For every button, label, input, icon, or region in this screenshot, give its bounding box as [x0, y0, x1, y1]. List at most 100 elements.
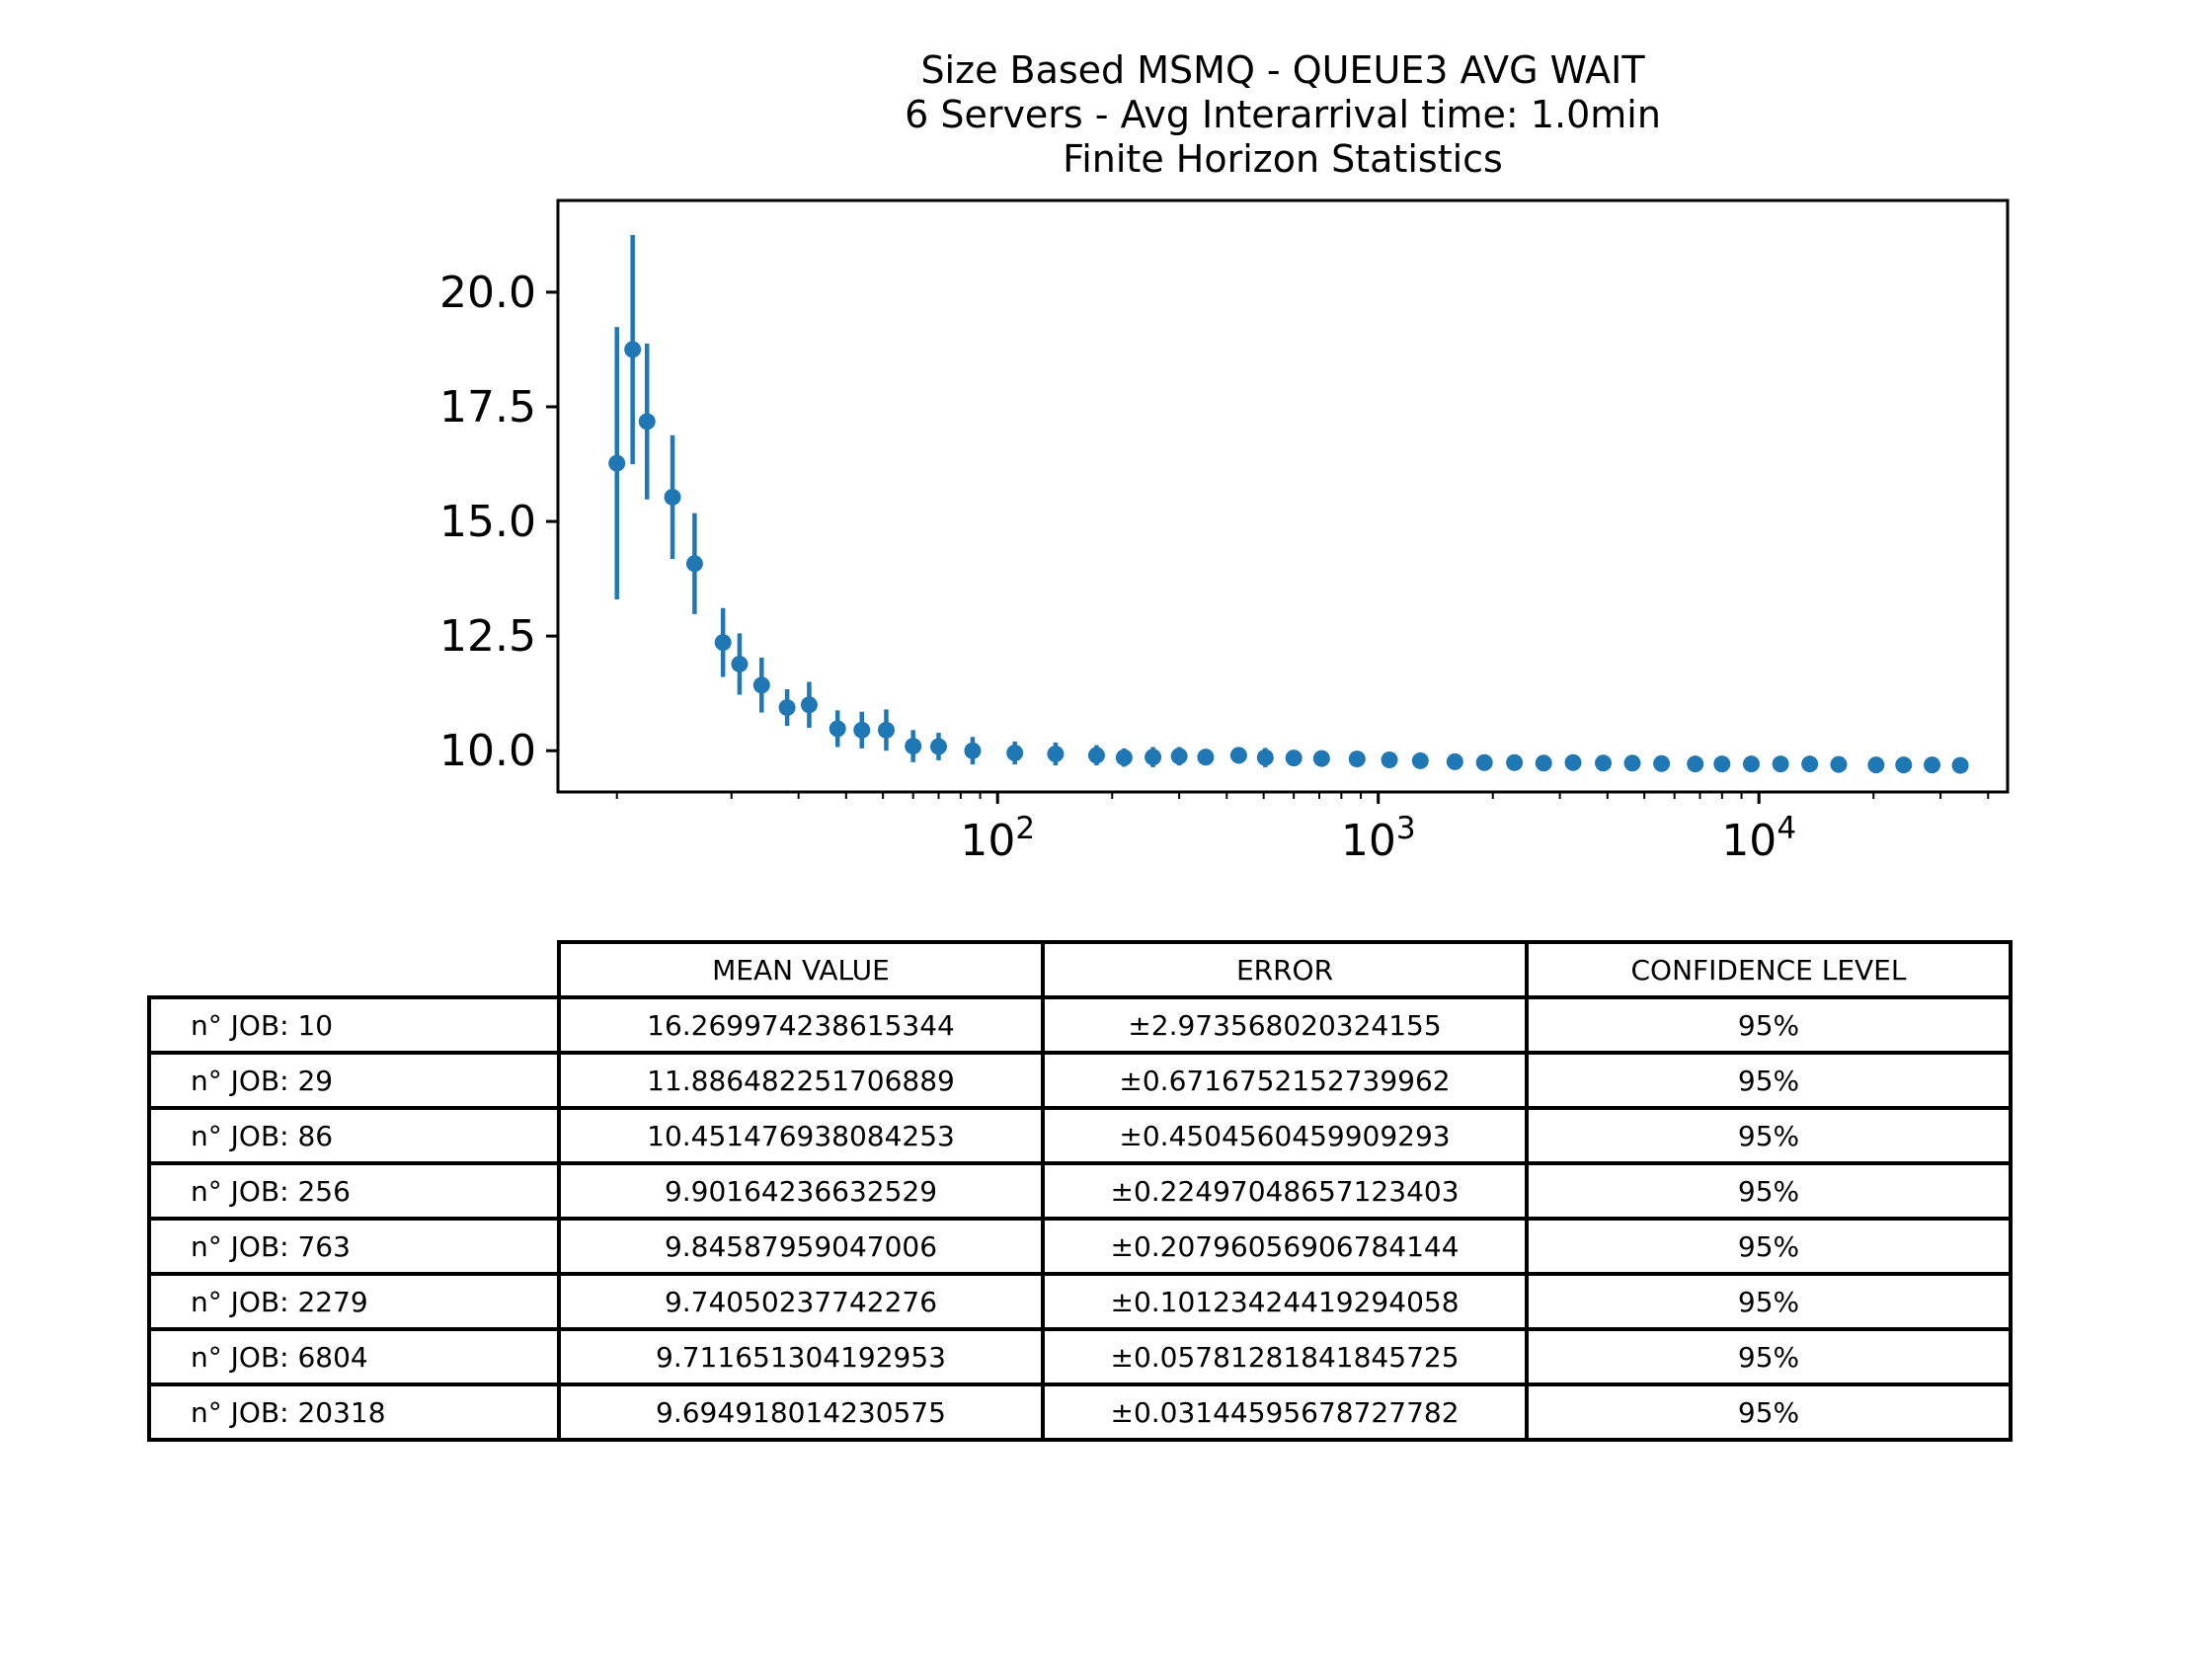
table-row: n° JOB: 10 16.269974238615344 ±2.973568020… — [147, 995, 2013, 1055]
error-cell: ±0.22497048657123403 — [1041, 1161, 1529, 1221]
data-point — [778, 699, 796, 717]
data-point — [1047, 745, 1065, 762]
data-point — [1170, 748, 1188, 765]
row-label-cell: n° JOB: 10 — [147, 995, 561, 1055]
data-point — [1687, 755, 1704, 773]
table-row: n° JOB: 256 9.90164236632529 ±0.2249704865… — [147, 1161, 2013, 1221]
data-point — [964, 742, 982, 759]
error-cell: ±2.973568020324155 — [1041, 995, 1529, 1055]
y-axis: 10.0 12.5 15.0 17.5 20.0 — [439, 268, 558, 776]
confidence-level-cell: 95% — [1525, 1106, 2013, 1165]
data-point — [1115, 749, 1133, 766]
row-label-cell: n° JOB: 20318 — [147, 1382, 561, 1442]
data-point — [1446, 752, 1463, 770]
mean-value-cell: 9.711651304192953 — [557, 1327, 1045, 1386]
data-point — [853, 721, 871, 739]
row-label-cell: n° JOB: 86 — [147, 1106, 561, 1165]
error-cell: ±0.05781281841845725 — [1041, 1327, 1529, 1386]
data-point — [1285, 750, 1303, 767]
confidence-level-cell: 95% — [1525, 1272, 2013, 1331]
x-tick-label-exponent: 4 — [1777, 811, 1796, 846]
y-tick-label: 20.0 — [439, 268, 536, 318]
y-tick-label: 10.0 — [439, 726, 536, 776]
error-cell: ±0.10123424419294058 — [1041, 1272, 1529, 1331]
data-point — [1867, 756, 1885, 774]
data-point — [1475, 753, 1493, 771]
error-cell: ±0.4504560459909293 — [1041, 1106, 1529, 1165]
error-cell: ±0.03144595678727782 — [1041, 1382, 1529, 1442]
data-point — [1564, 753, 1582, 771]
mean-value-cell: 16.269974238615344 — [557, 995, 1045, 1055]
table-row: n° JOB: 6804 9.711651304192953 ±0.05781281… — [147, 1327, 2013, 1386]
confidence-level-cell: 95% — [1525, 1327, 2013, 1386]
mean-value-cell: 9.694918014230575 — [557, 1382, 1045, 1442]
data-point — [1145, 749, 1162, 766]
data-point — [624, 341, 642, 358]
mean-value-cell: 11.886482251706889 — [557, 1051, 1045, 1110]
mean-value-cell: 9.74050237742276 — [557, 1272, 1045, 1331]
data-point — [829, 720, 846, 738]
data-point — [608, 454, 626, 472]
data-point — [800, 696, 818, 714]
data-point — [1087, 747, 1105, 764]
x-tick-label-base: 10 — [1721, 816, 1777, 866]
chart-title-line-3: Finite Horizon Statistics — [1063, 137, 1503, 181]
table-row: n° JOB: 29 11.886482251706889 ±0.671675215… — [147, 1051, 2013, 1110]
mean-value-cell: 10.451476938084253 — [557, 1106, 1045, 1165]
confidence-level-cell: 95% — [1525, 995, 2013, 1055]
mean-value-cell: 9.84587959047006 — [557, 1217, 1045, 1276]
data-point — [1312, 750, 1330, 767]
data-point — [1830, 755, 1848, 773]
y-tick-label: 12.5 — [439, 611, 536, 662]
confidence-level-cell: 95% — [1525, 1161, 2013, 1221]
data-point — [1653, 754, 1671, 772]
x-tick-label: 103 — [1341, 811, 1416, 866]
data-point — [1006, 745, 1024, 762]
data-point — [714, 634, 732, 652]
data-point — [664, 488, 681, 506]
header-mean-value: MEAN VALUE — [557, 940, 1045, 999]
data-point — [1713, 755, 1731, 773]
data-point — [1924, 756, 1941, 774]
data-point — [1895, 756, 1913, 774]
data-point — [1772, 755, 1789, 773]
data-point — [1535, 754, 1552, 772]
data-point — [1229, 747, 1247, 764]
x-axis: 102 103 104 — [615, 792, 1990, 866]
data-point — [1506, 753, 1524, 771]
table-row: n° JOB: 763 9.84587959047006 ±0.2079605690… — [147, 1217, 2013, 1276]
y-tick-label: 17.5 — [439, 382, 536, 433]
table-row: n° JOB: 2279 9.74050237742276 ±0.101234244… — [147, 1272, 2013, 1331]
data-point — [1742, 755, 1760, 773]
confidence-level-cell: 95% — [1525, 1051, 2013, 1110]
stats-table: MEAN VALUE ERROR CONFIDENCE LEVEL n° JOB… — [147, 940, 2013, 1442]
header-error: ERROR — [1041, 940, 1529, 999]
table-row: n° JOB: 86 10.451476938084253 ±0.450456045… — [147, 1106, 2013, 1165]
row-label-cell: n° JOB: 2279 — [147, 1272, 561, 1331]
x-tick-label-exponent: 3 — [1396, 811, 1416, 846]
row-label-cell: n° JOB: 256 — [147, 1161, 561, 1221]
x-tick-label-exponent: 2 — [1015, 811, 1035, 846]
data-point — [638, 413, 656, 431]
plot-frame — [556, 198, 2010, 794]
plot-area — [608, 234, 1969, 774]
error-cell: ±0.20796056906784144 — [1041, 1217, 1529, 1276]
confidence-level-cell: 95% — [1525, 1217, 2013, 1276]
data-point — [731, 655, 749, 672]
data-point — [1381, 750, 1398, 768]
table-row: n° JOB: 20318 9.694918014230575 ±0.0314459… — [147, 1382, 2013, 1442]
error-cell: ±0.6716752152739962 — [1041, 1051, 1529, 1110]
data-point — [1256, 749, 1274, 766]
data-point — [685, 555, 703, 573]
chart-title-line-1: Size Based MSMQ - QUEUE3 AVG WAIT — [920, 48, 1645, 92]
y-tick-label: 15.0 — [439, 497, 536, 547]
data-point — [752, 676, 770, 694]
data-point — [929, 738, 947, 755]
data-point — [1801, 755, 1819, 773]
data-point — [1595, 754, 1613, 772]
chart-title-line-2: 6 Servers - Avg Interarrival time: 1.0mi… — [905, 93, 1661, 136]
data-point — [905, 738, 922, 755]
data-point — [1197, 749, 1215, 766]
